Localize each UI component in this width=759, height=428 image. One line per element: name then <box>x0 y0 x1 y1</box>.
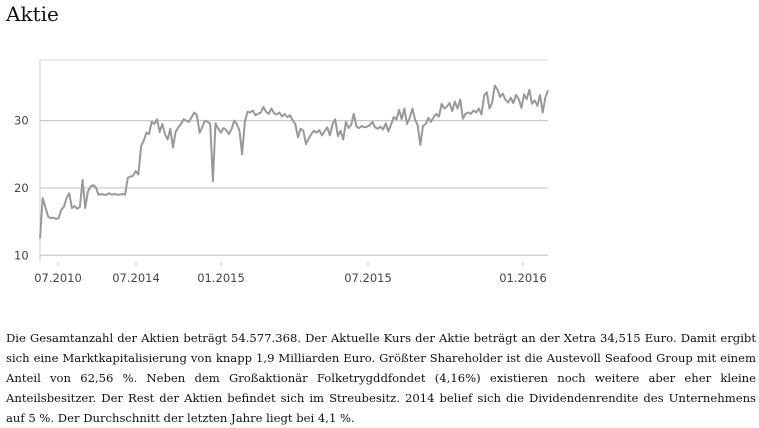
page-title: Aktie <box>6 2 59 26</box>
y-axis-ticks: 10 20 30 <box>14 114 29 263</box>
y-tick-label: 30 <box>14 114 29 128</box>
x-tick-label: 01.2015 <box>197 271 245 285</box>
chart-grid <box>39 59 548 262</box>
x-axis-ticks: 07.2010 07.2014 01.2015 07.2015 01.2016 <box>34 262 547 285</box>
y-tick-label: 10 <box>14 248 29 262</box>
price-series-line <box>39 84 549 239</box>
chart-svg: 10 20 30 07.2010 07.2014 01.2015 07.2015 01.20… <box>14 59 549 285</box>
x-tick-label: 07.2015 <box>344 271 392 285</box>
y-tick-label: 20 <box>14 181 29 195</box>
stock-description-paragraph: Die Gesamtanzahl der Aktien beträgt 54.5… <box>6 331 756 425</box>
x-tick-label: 07.2014 <box>112 271 160 285</box>
x-tick-label: 07.2010 <box>34 271 82 285</box>
x-tick-label: 01.2016 <box>499 271 547 285</box>
stock-price-chart: 10 20 30 07.2010 07.2014 01.2015 07.2015 01.20… <box>0 52 560 302</box>
